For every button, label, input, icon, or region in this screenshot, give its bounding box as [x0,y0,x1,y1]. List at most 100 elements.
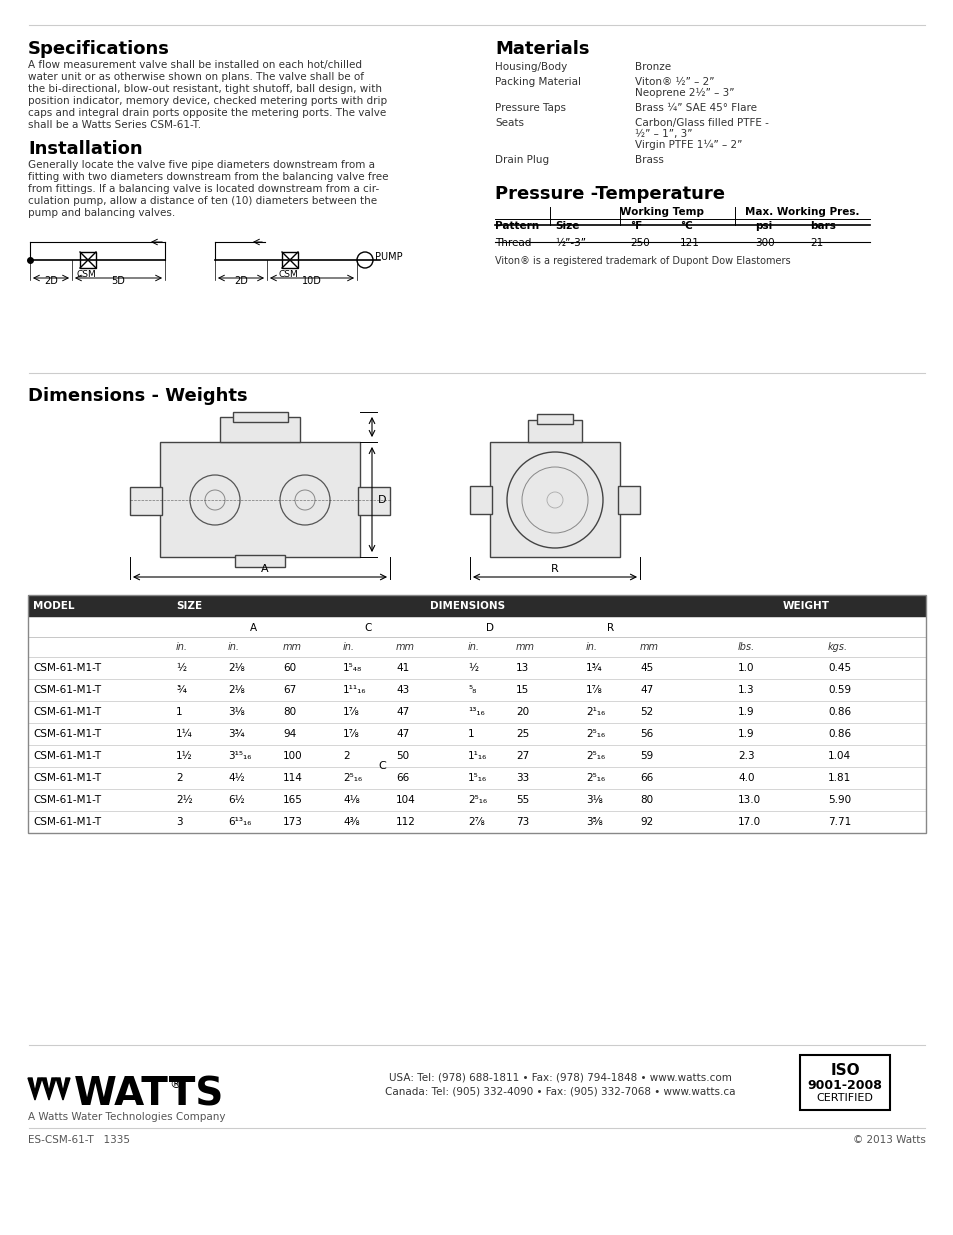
Text: ⁵₈: ⁵₈ [468,685,476,695]
Text: 1⁵₁₆: 1⁵₁₆ [468,773,487,783]
Text: Size: Size [555,221,578,231]
Text: lbs.: lbs. [738,642,755,652]
Text: 4⅛: 4⅛ [343,795,359,805]
Text: 3⅝: 3⅝ [585,818,602,827]
Text: D: D [485,622,494,634]
Text: 300: 300 [754,238,774,248]
FancyBboxPatch shape [28,595,925,618]
FancyBboxPatch shape [28,679,925,701]
Text: water unit or as otherwise shown on plans. The valve shall be of: water unit or as otherwise shown on plan… [28,72,364,82]
Text: 0.86: 0.86 [827,729,850,739]
Text: 3¹⁵₁₆: 3¹⁵₁₆ [228,751,251,761]
Text: 25: 25 [516,729,529,739]
Text: 112: 112 [395,818,416,827]
Text: CSM: CSM [278,270,297,279]
Text: 1: 1 [468,729,475,739]
Text: 13: 13 [516,663,529,673]
Text: Bronze: Bronze [635,62,670,72]
Text: mm: mm [395,642,415,652]
Text: ¾: ¾ [175,685,186,695]
Text: 6¹³₁₆: 6¹³₁₆ [228,818,251,827]
Text: 0.45: 0.45 [827,663,850,673]
Text: 94: 94 [283,729,296,739]
Text: USA: Tel: (978) 688-1811 • Fax: (978) 794-1848 • www.watts.com: USA: Tel: (978) 688-1811 • Fax: (978) 79… [388,1072,731,1082]
Text: in.: in. [228,642,240,652]
Text: Max. Working Pres.: Max. Working Pres. [744,207,859,217]
Text: ½: ½ [468,663,477,673]
Text: 2D: 2D [233,275,248,287]
Text: 1⅞: 1⅞ [343,706,359,718]
Text: 4.0: 4.0 [738,773,754,783]
Text: A flow measurement valve shall be installed on each hot/chilled: A flow measurement valve shall be instal… [28,61,361,70]
Text: ISO: ISO [829,1063,859,1078]
Text: SIZE: SIZE [175,601,202,611]
Text: 165: 165 [283,795,302,805]
Text: 52: 52 [639,706,653,718]
Text: 2⅛: 2⅛ [228,685,245,695]
Text: 17.0: 17.0 [738,818,760,827]
Text: 67: 67 [283,685,296,695]
FancyBboxPatch shape [28,701,925,722]
Text: ½: ½ [175,663,186,673]
Text: 1¹₁₆: 1¹₁₆ [468,751,487,761]
Text: 2: 2 [175,773,182,783]
Text: Brass: Brass [635,156,663,165]
FancyBboxPatch shape [28,767,925,789]
Text: MODEL: MODEL [33,601,74,611]
Text: 2½: 2½ [175,795,193,805]
Text: mm: mm [283,642,302,652]
Text: DIMENSIONS: DIMENSIONS [430,601,505,611]
Text: kgs.: kgs. [827,642,847,652]
Text: 1⅞: 1⅞ [585,685,602,695]
Text: 1.81: 1.81 [827,773,850,783]
Text: 2⁵₁₆: 2⁵₁₆ [468,795,487,805]
Polygon shape [56,1078,70,1100]
Text: A Watts Water Technologies Company: A Watts Water Technologies Company [28,1112,225,1123]
Text: mm: mm [639,642,659,652]
Text: CSM-61-M1-T: CSM-61-M1-T [33,706,101,718]
Text: 1¼: 1¼ [175,729,193,739]
Text: pump and balancing valves.: pump and balancing valves. [28,207,175,219]
Text: 100: 100 [283,751,302,761]
Text: 73: 73 [516,818,529,827]
Text: 50: 50 [395,751,409,761]
Polygon shape [28,1078,42,1100]
Text: °F: °F [629,221,641,231]
Text: CERTIFIED: CERTIFIED [816,1093,873,1103]
Text: ®: ® [169,1078,181,1091]
Text: in.: in. [468,642,479,652]
Text: 9001-2008: 9001-2008 [807,1079,882,1092]
Text: Seats: Seats [495,119,523,128]
FancyBboxPatch shape [470,487,492,514]
FancyBboxPatch shape [618,487,639,514]
Text: caps and integral drain ports opposite the metering ports. The valve: caps and integral drain ports opposite t… [28,107,386,119]
Text: 104: 104 [395,795,416,805]
Text: 2⁵₁₆: 2⁵₁₆ [585,773,604,783]
FancyBboxPatch shape [28,657,925,679]
Text: C: C [364,622,372,634]
Text: 250: 250 [629,238,649,248]
Text: 1.3: 1.3 [738,685,754,695]
Text: Viton® ½” – 2”: Viton® ½” – 2” [635,77,714,86]
Text: R: R [607,622,614,634]
Text: in.: in. [175,642,188,652]
Polygon shape [42,1078,56,1100]
Text: CSM-61-M1-T: CSM-61-M1-T [33,685,101,695]
Text: 5.90: 5.90 [827,795,850,805]
Text: 47: 47 [639,685,653,695]
Text: 1⁵₄₈: 1⁵₄₈ [343,663,362,673]
Text: 27: 27 [516,751,529,761]
FancyBboxPatch shape [233,412,288,422]
Text: 7.71: 7.71 [827,818,850,827]
Text: ¹³₁₆: ¹³₁₆ [468,706,484,718]
Text: 114: 114 [283,773,302,783]
Text: 56: 56 [639,729,653,739]
Text: Pressure Taps: Pressure Taps [495,103,565,112]
Text: Carbon/Glass filled PTFE -: Carbon/Glass filled PTFE - [635,119,768,128]
Text: fitting with two diameters downstream from the balancing valve free: fitting with two diameters downstream fr… [28,172,388,182]
Text: 1.9: 1.9 [738,729,754,739]
Text: mm: mm [516,642,535,652]
Text: Working Temp: Working Temp [619,207,703,217]
Text: shall be a Watts Series CSM-61-T.: shall be a Watts Series CSM-61-T. [28,120,201,130]
FancyBboxPatch shape [28,745,925,767]
